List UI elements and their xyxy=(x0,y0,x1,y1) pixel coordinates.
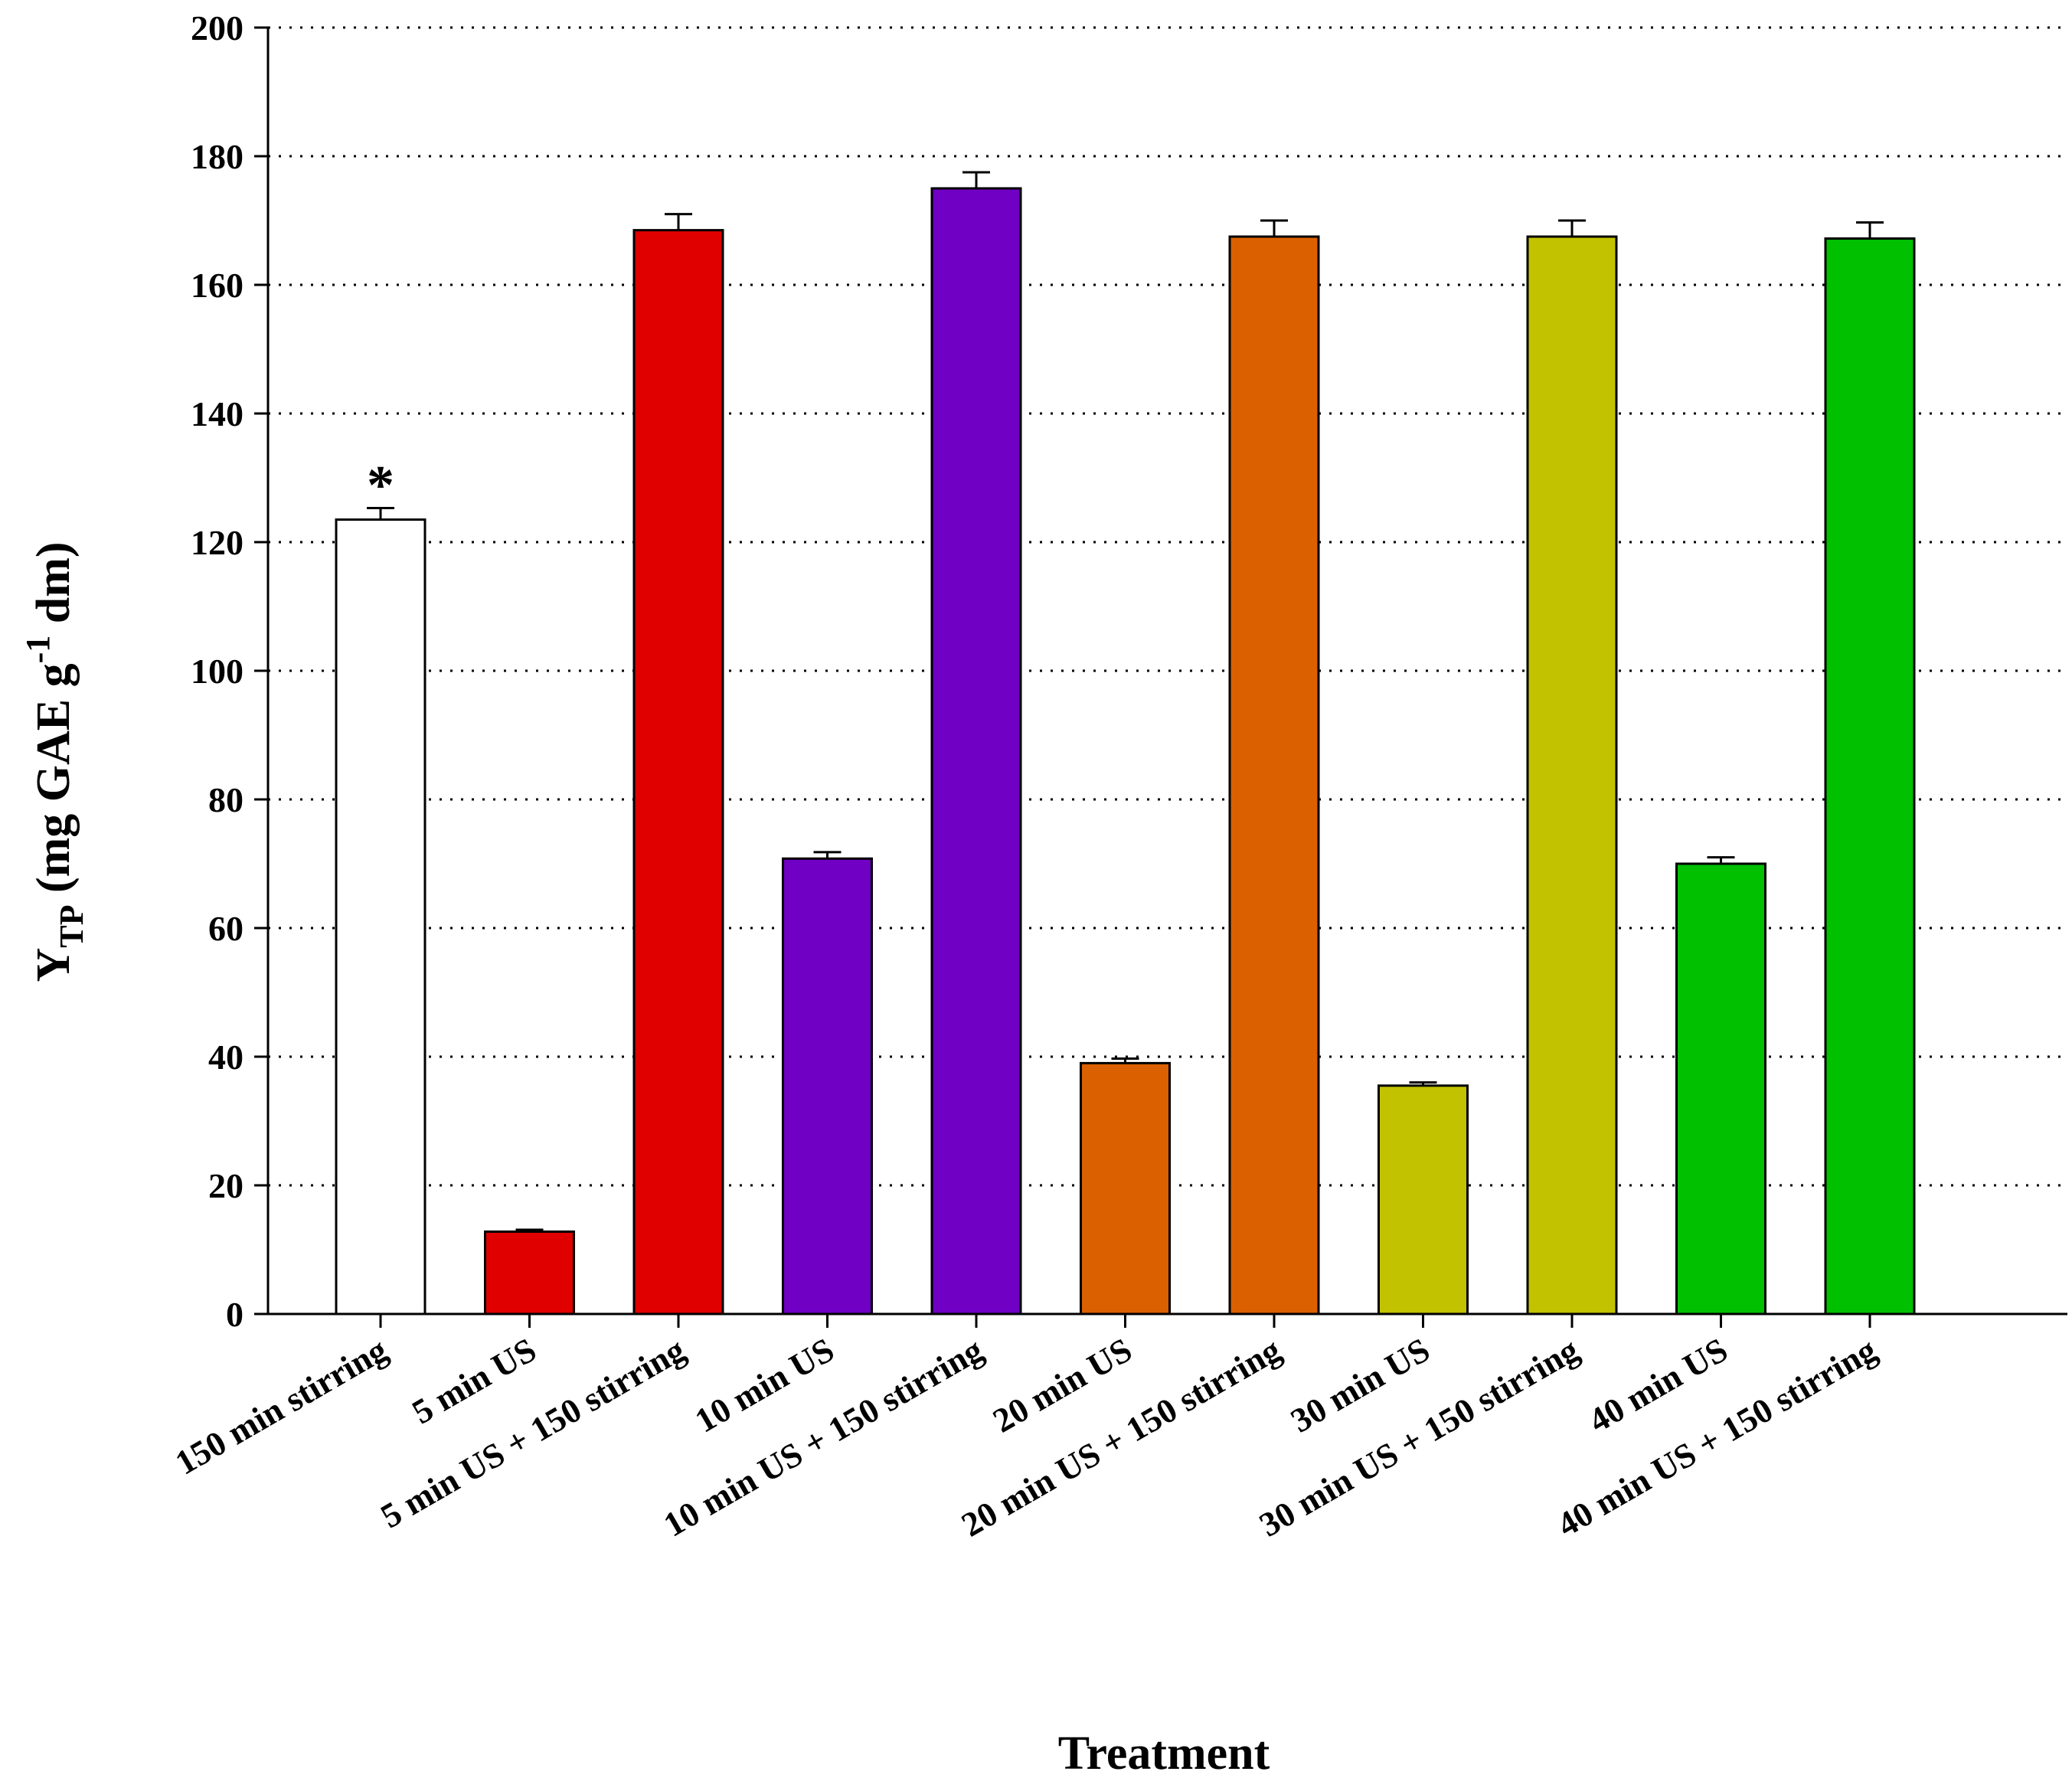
y-axis-title: YTP (mg GAE g-1 dm) xyxy=(19,541,90,982)
bar xyxy=(1228,235,1320,1316)
bar xyxy=(1526,235,1618,1316)
y-axis-title-main: Y xyxy=(28,948,80,982)
y-tick-label: 160 xyxy=(191,266,243,305)
y-tick-label: 200 xyxy=(191,8,243,47)
y-axis-title-unit: (mg GAE g xyxy=(28,663,80,904)
y-tick-label: 0 xyxy=(226,1295,243,1334)
y-axis-title-unit-end: dm) xyxy=(28,541,80,635)
gridlines xyxy=(268,26,2067,1187)
y-tick-label: 40 xyxy=(208,1038,243,1077)
bar xyxy=(1378,1084,1469,1316)
bar xyxy=(782,857,873,1316)
bar xyxy=(1675,862,1766,1316)
bar xyxy=(484,1230,575,1316)
y-tick-label: 140 xyxy=(191,394,243,433)
y-tick-label: 80 xyxy=(208,780,243,819)
x-tick-label: 150 min stirring xyxy=(169,1330,394,1482)
axes xyxy=(254,26,2067,1328)
y-tick-label: 180 xyxy=(191,137,243,176)
y-axis-title-subscript: TP xyxy=(53,905,90,948)
y-axis-title-superscript: -1 xyxy=(19,636,57,664)
bar xyxy=(930,187,1022,1316)
y-tick-label: 100 xyxy=(191,652,243,691)
bar xyxy=(1080,1061,1171,1316)
y-tick-label: 60 xyxy=(208,909,243,948)
annotations: * xyxy=(367,454,394,515)
bars xyxy=(335,171,1916,1316)
bar xyxy=(335,518,426,1316)
bar xyxy=(1824,237,1916,1316)
y-tick-label: 20 xyxy=(208,1166,243,1205)
bar xyxy=(632,229,724,1316)
x-axis-title: Treatment xyxy=(1058,1727,1270,1778)
significance-marker: * xyxy=(367,454,394,515)
x-tick-labels: 150 min stirring 5 min US5 min US + 150 s… xyxy=(169,1330,1884,1544)
y-tick-labels: 0 20 40 60 80 100 120 140 160 180 200 xyxy=(191,8,243,1334)
y-tick-label: 120 xyxy=(191,523,243,562)
